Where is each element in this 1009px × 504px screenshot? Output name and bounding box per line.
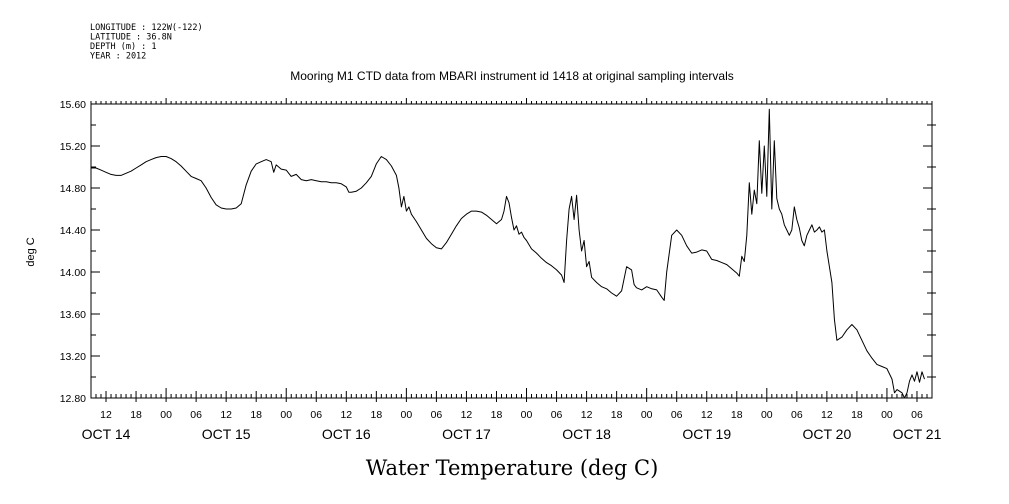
- plot-frame: [90, 103, 933, 399]
- x-hour-label: 06: [310, 409, 322, 421]
- x-hour-label: 18: [250, 409, 262, 421]
- x-day-label: OCT 15: [202, 426, 251, 442]
- y-tick-label: 15.60: [60, 99, 86, 111]
- x-hour-label: 06: [791, 409, 803, 421]
- y-tick-label: 14.00: [60, 267, 86, 279]
- x-day-label: OCT 19: [682, 426, 731, 442]
- x-hour-label: 00: [280, 409, 292, 421]
- metadata-line: LATITUDE : 36.8N: [90, 33, 172, 43]
- x-hour-label: 00: [881, 409, 893, 421]
- metadata-line: LONGITUDE : 122W(-122): [90, 23, 203, 33]
- metadata-line: YEAR : 2012: [90, 52, 146, 62]
- x-hour-label: 06: [551, 409, 563, 421]
- x-hour-label: 06: [911, 409, 923, 421]
- y-tick-label: 14.80: [60, 183, 86, 195]
- x-hour-label: 06: [671, 409, 683, 421]
- x-hour-label: 00: [761, 409, 773, 421]
- x-hour-label: 06: [431, 409, 443, 421]
- x-hour-label: 18: [611, 409, 623, 421]
- x-axis-label: Water Temperature (deg C): [366, 456, 659, 480]
- x-axis: 12 18 00 06 12 18 00 06 12 18 00 06 12 18 00 06 12 18 00 06…: [82, 98, 942, 442]
- x-hour-label: 18: [851, 409, 863, 421]
- x-hour-label: 18: [370, 409, 382, 421]
- plot-border: [90, 103, 933, 399]
- y-axis-label: deg C: [25, 237, 37, 266]
- x-day-label: OCT 21: [893, 426, 942, 442]
- x-hour-label: 06: [190, 409, 202, 421]
- y-tick-label: 13.20: [60, 351, 86, 363]
- x-hour-label: 12: [100, 409, 112, 421]
- x-hour-label: 00: [401, 409, 413, 421]
- x-hour-label: 00: [641, 409, 653, 421]
- x-day-label: OCT 18: [562, 426, 611, 442]
- x-day-label: OCT 16: [322, 426, 371, 442]
- x-hour-label: 18: [130, 409, 142, 421]
- temperature-series-line: [91, 108, 925, 399]
- x-day-label: OCT 20: [802, 426, 851, 442]
- x-day-label: OCT 14: [82, 426, 131, 442]
- x-hour-label: 12: [461, 409, 473, 421]
- x-hour-label: 12: [581, 409, 593, 421]
- x-hour-label: 00: [160, 409, 172, 421]
- metadata-block: LONGITUDE : 122W(-122)LATITUDE : 36.8NDE…: [90, 23, 203, 62]
- chart-title: Mooring M1 CTD data from MBARI instrumen…: [290, 69, 734, 83]
- series-layer: [91, 108, 925, 399]
- x-hour-label: 12: [340, 409, 352, 421]
- y-tick-label: 15.20: [60, 141, 86, 153]
- x-hour-label: 18: [491, 409, 503, 421]
- x-hour-label: 12: [821, 409, 833, 421]
- x-hour-label: 12: [220, 409, 232, 421]
- x-hour-label: 18: [731, 409, 743, 421]
- metadata-line: DEPTH (m) : 1: [90, 42, 157, 52]
- y-axis: 12.80 13.20 13.60 14.00 14.40 14.80 15.20 15.60: [60, 99, 936, 405]
- x-hour-label: 12: [701, 409, 713, 421]
- y-tick-label: 14.40: [60, 225, 86, 237]
- y-tick-label: 12.80: [60, 393, 86, 405]
- x-day-label: OCT 17: [442, 426, 491, 442]
- x-hour-label: 00: [521, 409, 533, 421]
- y-tick-label: 13.60: [60, 309, 86, 321]
